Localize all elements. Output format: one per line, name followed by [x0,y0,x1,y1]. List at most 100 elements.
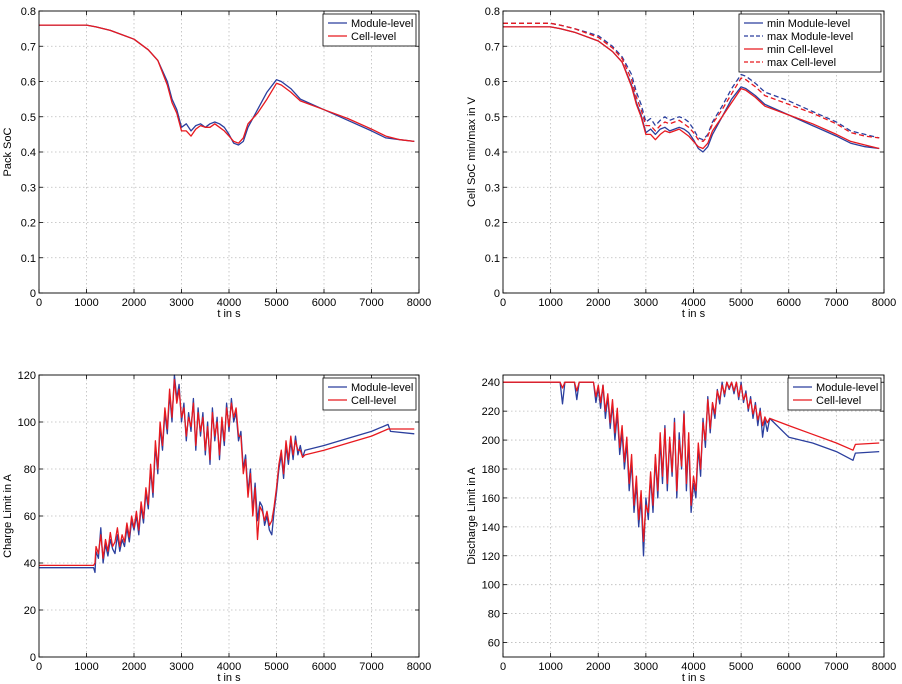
axes-frame [502,10,885,294]
y-tick-label: 0.3 [21,182,36,194]
x-tick-label: 4000 [681,661,705,673]
x-tick-label: 2000 [122,297,146,309]
y-axis-label: Charge Limit in A [2,473,14,557]
chart-panel-1: 0 1000 2000 3000 4000 5000 6000 7000 8000 0 0.1 0.2… [2,6,431,320]
y-tick-label: 0.8 [485,6,500,18]
y-tick-label: 140 [482,522,500,534]
legend-entry: Cell-level [351,31,396,43]
y-tick-label: 0.6 [21,77,36,89]
y-tick-label: 0.7 [485,41,500,53]
y-tick-label: 0.6 [485,77,500,89]
x-tick-label: 6000 [312,661,336,673]
x-axis-label: t in s [217,308,241,320]
x-tick-label: 6000 [777,661,801,673]
x-tick-label: 7000 [359,297,383,309]
series-line-max-module-level [503,22,880,141]
y-tick-label: 20 [24,605,36,617]
x-tick-label: 2000 [586,297,610,309]
x-tick-label: 1000 [74,297,98,309]
y-tick-label: 0 [30,652,36,664]
y-tick-label: 0.3 [485,182,500,194]
x-tick-label: 1000 [74,661,98,673]
axes-frame [502,374,885,658]
legend-entry: Module-level [816,382,878,394]
y-tick-label: 160 [482,493,500,505]
legend-entry: Module-level [351,18,413,30]
y-tick-label: 0.1 [485,253,500,265]
y-tick-label: 0.5 [485,112,500,124]
x-tick-label: 5000 [729,661,753,673]
series-line-cell-level [39,379,415,567]
y-tick-label: 0.4 [21,147,36,159]
series-line-min-cell-level [503,26,880,150]
y-tick-label: 0.8 [21,6,36,18]
x-tick-label: 6000 [312,297,336,309]
chart-panel-4: 0 1000 2000 3000 4000 5000 6000 7000 8000 60 80 100… [466,374,896,684]
y-tick-label: 180 [482,464,500,476]
x-axis-label: t in s [682,672,706,684]
y-axis-label: Discharge Limit in A [466,467,478,565]
legend-box [322,13,417,47]
axes-frame [38,10,420,294]
y-tick-label: 240 [482,377,500,389]
x-tick-label: 5000 [729,297,753,309]
y-tick-label: 200 [482,435,500,447]
x-tick-label: 0 [36,661,42,673]
y-tick-label: 0.1 [21,253,36,265]
y-tick-label: 60 [488,638,500,650]
chart-panel-2: 0 1000 2000 3000 4000 5000 6000 7000 8000 0 0.1 0.2… [466,6,896,320]
x-tick-label: 8000 [872,297,896,309]
legend-box [322,377,417,411]
legend-entry: max Cell-level [767,57,836,69]
y-tick-label: 80 [24,464,36,476]
y-tick-label: 120 [482,551,500,563]
y-tick-label: 40 [24,558,36,570]
legend-entry: min Module-level [767,18,850,30]
legend-box [787,377,882,411]
x-tick-label: 5000 [264,661,288,673]
x-tick-label: 8000 [407,297,431,309]
x-tick-label: 3000 [634,297,658,309]
x-tick-label: 8000 [407,661,431,673]
chart-panel-3: 0 1000 2000 3000 4000 5000 6000 7000 8000 0 20 40 60… [2,370,431,684]
y-tick-label: 0 [494,288,500,300]
x-tick-label: 6000 [777,297,801,309]
x-tick-label: 8000 [872,661,896,673]
x-tick-label: 3000 [169,661,193,673]
legend-entry: min Cell-level [767,44,833,56]
y-tick-label: 100 [482,580,500,592]
x-tick-label: 1000 [538,297,562,309]
y-axis-label: Cell SoC min/max in V [466,96,478,207]
y-tick-label: 220 [482,406,500,418]
y-tick-label: 0.4 [485,147,500,159]
series-line-cell-level [503,381,880,542]
x-tick-label: 0 [500,297,506,309]
legend-entry: Cell-level [351,395,396,407]
x-axis-label: t in s [682,308,706,320]
y-tick-label: 0.5 [21,112,36,124]
x-tick-label: 4000 [681,297,705,309]
x-tick-label: 0 [36,297,42,309]
legend-entry: Module-level [351,382,413,394]
x-tick-label: 7000 [359,661,383,673]
x-tick-label: 3000 [169,297,193,309]
x-tick-label: 1000 [538,661,562,673]
series-line-cell-level [39,24,415,144]
x-tick-label: 2000 [122,661,146,673]
y-tick-label: 0.7 [21,41,36,53]
x-tick-label: 0 [500,661,506,673]
y-axis-label: Pack SoC [2,127,14,176]
x-tick-label: 2000 [586,661,610,673]
y-tick-label: 60 [24,511,36,523]
x-tick-label: 4000 [217,661,241,673]
x-tick-label: 5000 [264,297,288,309]
y-tick-label: 0.2 [485,218,500,230]
legend-entry: max Module-level [767,31,853,43]
x-tick-label: 7000 [824,297,848,309]
y-tick-label: 120 [18,370,36,382]
series-line-max-cell-level [503,22,880,143]
x-axis-label: t in s [217,672,241,684]
